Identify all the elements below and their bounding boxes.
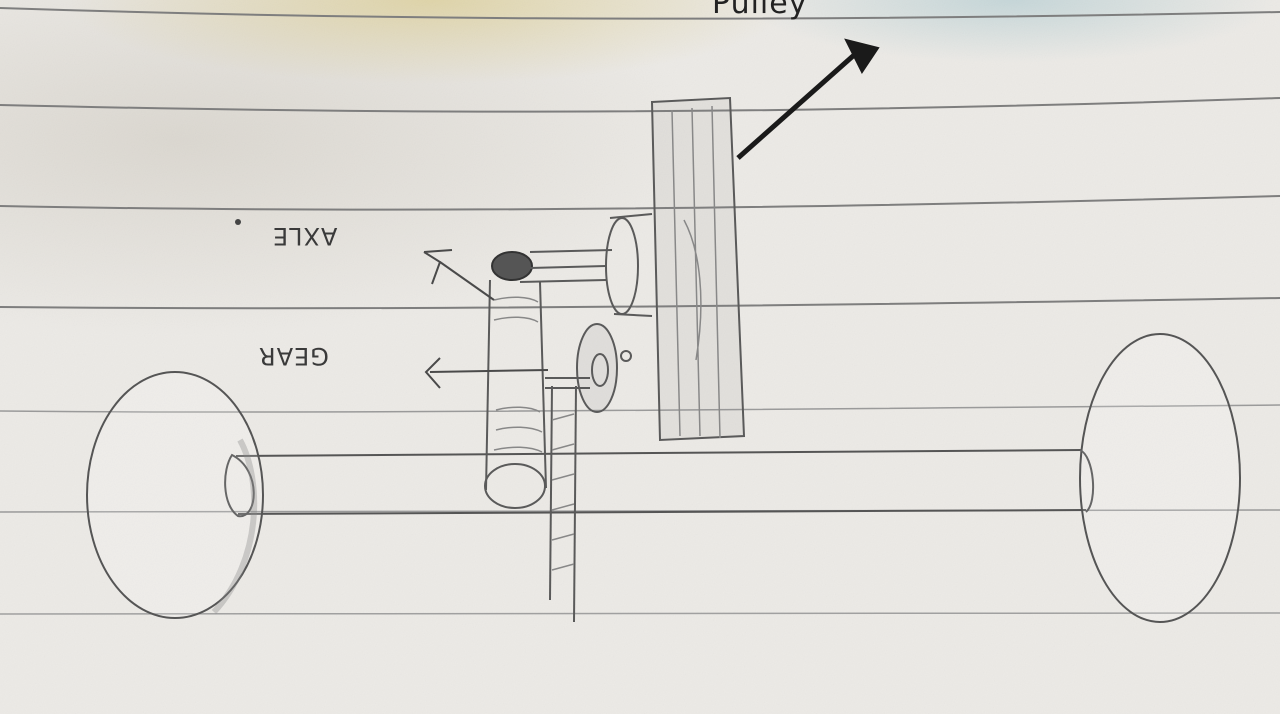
- gear-nub: [620, 350, 632, 362]
- column-base: [484, 463, 546, 509]
- ruled-line-2: [0, 97, 1280, 113]
- label-arrows: [423, 249, 549, 389]
- left-wheel: [86, 371, 264, 619]
- ruled-line-4: [0, 297, 1280, 310]
- wheel-axle-assembly: [86, 333, 1241, 623]
- cylinder-bottom: [519, 279, 607, 283]
- rod-right: [573, 385, 577, 623]
- gear-shaft-column: [484, 251, 547, 509]
- main-axle-top: [235, 449, 1083, 457]
- ruled-line-5: [0, 404, 1280, 413]
- board-grain: [671, 105, 721, 439]
- left-wheel-rim: [224, 453, 255, 518]
- column-right-edge: [539, 281, 547, 489]
- cylinder-end-top: [609, 213, 653, 219]
- rod-connector: [545, 377, 590, 389]
- rod-left: [549, 385, 553, 601]
- right-wheel-rim: [1079, 449, 1095, 513]
- ruled-line-3: [0, 195, 1280, 211]
- left-wheel-shade: [211, 438, 258, 615]
- axle-arrow-head: [423, 249, 453, 285]
- column-hatching: [493, 296, 543, 453]
- gear-hub: [591, 353, 609, 387]
- gear-label: GEAR: [258, 342, 329, 370]
- cylinder-end-bottom: [613, 313, 653, 317]
- pencil-dot: [235, 219, 241, 225]
- arrow-head: [844, 38, 880, 74]
- gear-arrow-shaft: [429, 369, 549, 373]
- axle-pivot: [491, 251, 533, 281]
- pointer-arrow: [736, 38, 880, 160]
- right-wheel: [1079, 333, 1241, 623]
- column-left-edge: [485, 279, 491, 491]
- cylinder-top: [529, 249, 613, 253]
- cylinder-mid: [529, 265, 607, 269]
- gear-arrow-head: [424, 357, 441, 389]
- rod-hatching: [551, 413, 575, 571]
- pulley-label: Pulley: [712, 0, 808, 21]
- pulley-board: [650, 96, 746, 442]
- main-axle-bottom: [237, 509, 1087, 515]
- arrow-shaft: [736, 46, 864, 160]
- gear-rod-assembly: [545, 323, 632, 623]
- axle-cylinder: [519, 213, 653, 317]
- ruled-line-1: [0, 7, 1280, 20]
- axle-arrow-shaft: [439, 261, 495, 301]
- axle-label: AXLE: [272, 222, 338, 250]
- gear-wheel: [576, 323, 618, 413]
